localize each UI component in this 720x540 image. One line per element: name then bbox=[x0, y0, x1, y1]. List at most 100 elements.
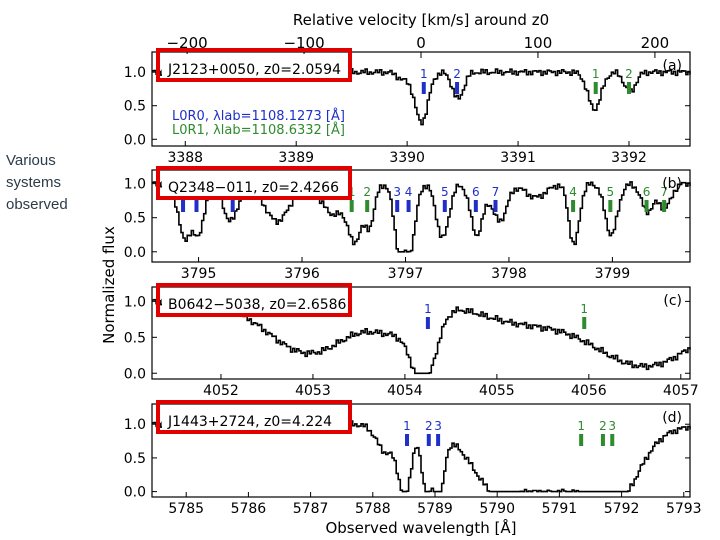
offset-marker bbox=[626, 82, 631, 94]
ref-marker bbox=[421, 82, 426, 94]
x-tick-label: 5793 bbox=[666, 501, 702, 517]
offset-marker bbox=[610, 434, 615, 446]
panel-3: 0.0 0.5 1.0 4052 4053 4054 4055 4056 4057 1 1 (c) B0… bbox=[124, 283, 699, 399]
ref-marker bbox=[406, 200, 411, 212]
top-axis-tick-label: 0 bbox=[416, 34, 426, 52]
ref-marker-label: 7 bbox=[492, 185, 500, 199]
x-tick-label: 5790 bbox=[479, 501, 515, 517]
ref-marker bbox=[395, 200, 400, 212]
ref-marker bbox=[493, 200, 498, 212]
x-tick-label: 3389 bbox=[278, 150, 314, 166]
x-tick-label: 4054 bbox=[387, 383, 423, 399]
offset-marker bbox=[662, 200, 667, 212]
offset-marker-label: 2 bbox=[625, 67, 633, 81]
ref-marker-label: 2 bbox=[453, 67, 461, 81]
ref-marker-label: 5 bbox=[441, 185, 449, 199]
offset-marker bbox=[349, 200, 354, 212]
x-tick-label: 3798 bbox=[491, 266, 527, 282]
offset-marker-label: 2 bbox=[599, 419, 607, 433]
top-axis-tick-label: −100 bbox=[283, 34, 324, 52]
ref-marker bbox=[455, 82, 460, 94]
ref-marker bbox=[194, 200, 199, 212]
y-tick-label: 0.5 bbox=[124, 99, 146, 115]
ref-marker bbox=[425, 317, 430, 329]
x-tick-label: 3799 bbox=[595, 266, 631, 282]
offset-marker bbox=[579, 434, 584, 446]
panel-frame bbox=[151, 403, 691, 498]
x-tick-label: 3796 bbox=[284, 266, 320, 282]
y-tick-label: 0.0 bbox=[124, 366, 146, 382]
offset-marker bbox=[593, 82, 598, 94]
offset-marker-label: 1 bbox=[580, 302, 588, 316]
x-tick-label: 4052 bbox=[203, 383, 239, 399]
x-tick-label: 5785 bbox=[168, 501, 204, 517]
x-tick-label: 4053 bbox=[295, 383, 331, 399]
ref-marker-label: 1 bbox=[420, 67, 428, 81]
ref-marker bbox=[442, 200, 447, 212]
offset-marker bbox=[608, 200, 613, 212]
panel-frame bbox=[151, 51, 691, 147]
x-tick-label: 4056 bbox=[571, 383, 607, 399]
x-tick-label: 4057 bbox=[663, 383, 699, 399]
ref-marker-label: 2 bbox=[425, 419, 433, 433]
x-tick-label: 3391 bbox=[500, 150, 536, 166]
x-tick-label: 5789 bbox=[417, 501, 453, 517]
y-tick-label: 0.5 bbox=[124, 330, 146, 346]
ref-marker bbox=[426, 434, 431, 446]
y-tick-label: 1.0 bbox=[124, 417, 146, 433]
offset-marker-label: 2 bbox=[363, 185, 371, 199]
y-tick-label: 1.0 bbox=[124, 65, 146, 81]
panel-tag: (a) bbox=[662, 58, 682, 74]
offset-marker-label: 7 bbox=[660, 185, 668, 199]
highlight-box bbox=[156, 400, 352, 434]
x-tick-label: 3390 bbox=[389, 150, 425, 166]
y-tick-label: 1.0 bbox=[124, 177, 146, 193]
panel-4: 0.0 0.5 1.0 5785 5786 5787 5788 5789 5790 5791 579… bbox=[124, 400, 702, 517]
panel-title: Q2348−011, z0=2.4266 bbox=[168, 180, 339, 196]
ref-marker-label: 6 bbox=[472, 185, 480, 199]
legend-entry: L0R0, λlab=1108.1273 [Å] bbox=[172, 108, 345, 124]
title-bg bbox=[162, 289, 350, 315]
highlight-box bbox=[156, 166, 352, 200]
offset-marker-label: 1 bbox=[577, 419, 585, 433]
panel-frame bbox=[151, 286, 691, 380]
ref-marker-label: 4 bbox=[405, 185, 413, 199]
x-axis-label: Observed wavelength [Å] bbox=[325, 518, 516, 537]
title-bg bbox=[162, 406, 350, 432]
offset-marker-label: 4 bbox=[569, 185, 577, 199]
x-tick-label: 3795 bbox=[181, 266, 217, 282]
y-axis-label: Normalized flux bbox=[100, 226, 118, 344]
ref-marker-label: 3 bbox=[434, 419, 442, 433]
ref-marker-label: 3 bbox=[393, 185, 401, 199]
legend-entry: L0R1, λlab=1108.6332 [Å] bbox=[172, 122, 345, 138]
panel-2: 0.00.51.03795379637973798379912334567124… bbox=[124, 166, 691, 282]
x-tick-label: 5786 bbox=[231, 501, 267, 517]
ref-marker bbox=[181, 200, 186, 212]
panel-title: B0642−5038, z0=2.6586 bbox=[168, 297, 347, 313]
top-axis-label: Relative velocity [km/s] around z0 bbox=[293, 11, 549, 29]
panel-1: 0.0 0.5 1.0 3388 3389 3390 3391 3392 1 2 1 2 (a) J212… bbox=[124, 48, 691, 166]
x-tick-label: 5791 bbox=[542, 501, 578, 517]
y-tick-label: 0.5 bbox=[124, 211, 146, 227]
title-bg bbox=[162, 172, 350, 198]
ref-marker bbox=[230, 200, 235, 212]
y-tick-label: 0.0 bbox=[124, 245, 146, 261]
offset-marker-label: 1 bbox=[592, 67, 600, 81]
x-tick-label: 3392 bbox=[611, 150, 647, 166]
ref-marker bbox=[473, 200, 478, 212]
x-tick-label: 5787 bbox=[293, 501, 329, 517]
ref-marker bbox=[405, 434, 410, 446]
panel-frame bbox=[151, 169, 691, 263]
offset-marker-label: 6 bbox=[643, 185, 651, 199]
x-tick-label: 5788 bbox=[355, 501, 391, 517]
ref-marker-label: 1 bbox=[424, 302, 432, 316]
title-bg bbox=[162, 54, 350, 80]
x-tick-label: 4055 bbox=[479, 383, 515, 399]
y-tick-label: 0.0 bbox=[124, 485, 146, 501]
x-tick-label: 3797 bbox=[388, 266, 424, 282]
top-axis-tick-label: 100 bbox=[524, 34, 553, 52]
offset-marker bbox=[571, 200, 576, 212]
side-note-label: Various systems observed bbox=[6, 152, 68, 213]
panel-tag: (b) bbox=[662, 176, 682, 192]
